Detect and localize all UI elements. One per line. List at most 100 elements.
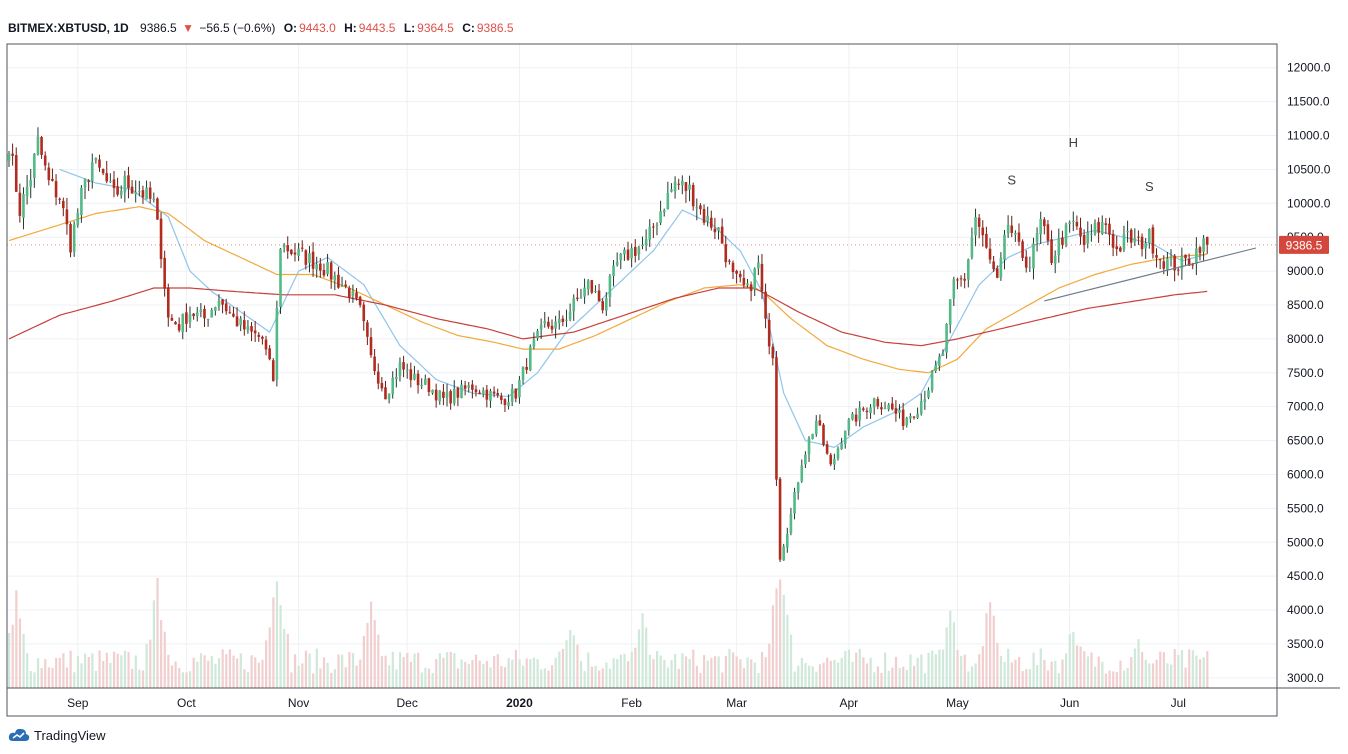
candle	[565, 309, 568, 328]
volume-bar	[989, 602, 992, 688]
candle-body	[380, 382, 384, 389]
volume-bar	[1144, 660, 1147, 688]
volume-bar	[1032, 652, 1035, 688]
candle-body	[985, 233, 988, 248]
volume-bar	[1108, 670, 1111, 688]
candle-body	[862, 408, 865, 410]
candle-body	[919, 401, 923, 414]
volume-bar	[250, 655, 253, 688]
volume-bar	[254, 657, 257, 688]
candle	[876, 396, 880, 410]
candle-body	[691, 184, 695, 207]
volume-bar	[800, 658, 803, 688]
candle	[286, 236, 290, 259]
candle	[1014, 230, 1017, 242]
candle	[163, 250, 166, 297]
candle	[757, 255, 760, 276]
candle-body	[706, 215, 709, 222]
volume-bar	[109, 662, 112, 688]
volume-bar	[876, 666, 879, 688]
volume-bar	[409, 661, 413, 688]
candle	[720, 218, 724, 244]
candles[interactable]	[7, 127, 1209, 563]
volume-bar	[29, 671, 32, 688]
candle	[543, 312, 547, 328]
candle-body	[731, 262, 735, 273]
candle	[662, 208, 666, 217]
volume-bar	[185, 672, 188, 688]
candle	[840, 437, 843, 450]
volume-bar	[265, 640, 268, 688]
candle	[18, 183, 22, 223]
candle	[637, 245, 641, 261]
candle-body	[637, 247, 641, 255]
candle	[648, 219, 652, 248]
candle	[214, 306, 217, 316]
volume-bar	[753, 662, 756, 688]
candle-body	[630, 248, 633, 259]
volume-bar	[851, 661, 854, 688]
y-tick-label: 5000.0	[1287, 535, 1324, 549]
candle-body	[938, 356, 941, 366]
candle-body	[1071, 220, 1075, 222]
volume-bar	[677, 668, 680, 688]
y-tick-label: 9000.0	[1287, 264, 1324, 278]
candle	[822, 423, 825, 447]
candle-body	[1003, 234, 1006, 260]
candle	[507, 394, 510, 410]
candle	[1205, 236, 1209, 254]
candle	[311, 242, 315, 277]
volume-bar	[1101, 661, 1104, 688]
candle-body	[869, 407, 872, 413]
volume-bar	[1130, 657, 1133, 688]
y-tick-label: 7000.0	[1287, 400, 1324, 414]
last-price: 9386.5	[140, 21, 177, 35]
candle-body	[959, 278, 963, 280]
volume-bar	[1086, 656, 1089, 688]
candle-body	[304, 250, 308, 265]
candle	[869, 403, 872, 419]
candle	[912, 415, 916, 420]
volume-bar	[160, 620, 163, 688]
candle	[1097, 217, 1100, 243]
candle	[1032, 237, 1035, 280]
candle	[760, 254, 764, 300]
candle-body	[1195, 248, 1198, 264]
candle-body	[261, 336, 264, 339]
candle-body	[14, 155, 18, 192]
candle-body	[76, 212, 80, 226]
candle	[995, 265, 999, 279]
candle-body	[22, 194, 25, 218]
candle	[825, 440, 829, 455]
moving-averages	[8, 168, 1208, 448]
candle	[83, 178, 87, 200]
tradingview-logo[interactable]: TradingView	[8, 727, 106, 743]
symbol-label[interactable]: BITMEX:XBTUSD, 1D	[8, 21, 129, 35]
candle	[644, 229, 648, 252]
volume-bar	[214, 663, 217, 688]
candle	[909, 413, 912, 423]
candle-body	[728, 260, 731, 262]
candle	[796, 481, 800, 500]
volume-bar	[1155, 659, 1158, 688]
candle-body	[1057, 238, 1061, 256]
candle	[80, 185, 83, 223]
candle	[590, 279, 594, 295]
candle	[398, 357, 402, 382]
volume-bar	[398, 652, 402, 688]
volume-bar	[869, 657, 872, 688]
candle	[156, 197, 159, 220]
candle	[843, 430, 847, 449]
candle-body	[65, 209, 69, 225]
volume-bar	[196, 661, 199, 688]
volume-bar	[590, 666, 594, 688]
volume-bar	[713, 656, 717, 688]
y-tick-label: 5500.0	[1287, 501, 1324, 515]
candle	[33, 153, 36, 188]
candle	[65, 197, 69, 235]
volume-bar	[167, 654, 170, 688]
volume-bar	[760, 651, 764, 688]
candle-body	[554, 321, 557, 329]
candle	[550, 319, 554, 334]
